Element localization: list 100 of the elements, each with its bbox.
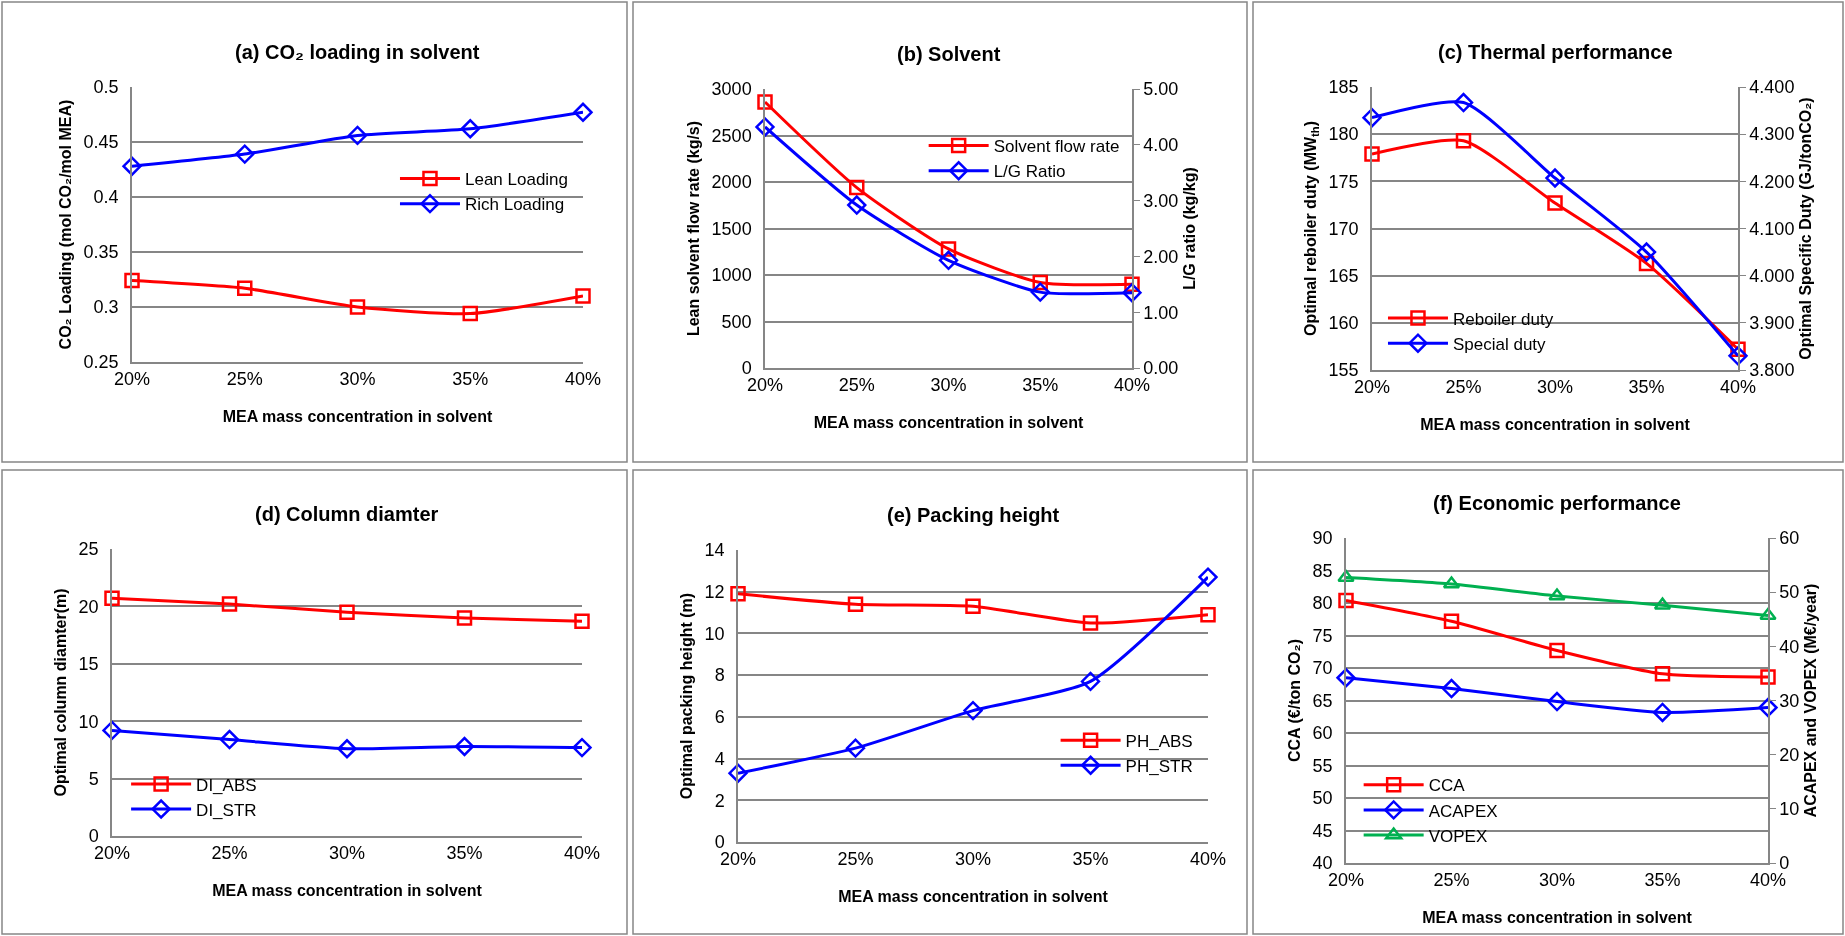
point	[1200, 606, 1216, 623]
y2-tick-label: 4.300	[1749, 124, 1795, 145]
y-tick-label: 15	[78, 654, 99, 675]
y-axis-title: Lean solvent flow rate (kg/s)	[685, 120, 702, 337]
point	[1760, 669, 1776, 685]
x-tick-label: 25%	[1445, 377, 1482, 398]
y-tick-label: 170	[1328, 218, 1359, 239]
y2-tick-label: 1.00	[1143, 302, 1179, 323]
point	[573, 102, 593, 122]
point	[728, 763, 748, 783]
point	[1443, 613, 1460, 629]
point	[1336, 668, 1356, 688]
point	[730, 586, 746, 602]
x-tick-label: 35%	[1022, 375, 1059, 396]
y2-tick-label: 4.00	[1143, 135, 1179, 156]
legend-label: L/G Ratio	[993, 162, 1066, 182]
legend-label: ACAPEX	[1428, 801, 1498, 821]
y-tick-label: 3000	[711, 79, 752, 100]
y-tick-label: 55	[1312, 755, 1333, 776]
point	[1547, 691, 1567, 712]
y-tick-label: 4	[714, 748, 725, 769]
point	[460, 119, 480, 139]
y2-axis-title: ACAPEX and VOPEX (M€/year)	[1801, 583, 1819, 818]
y-tick-label: 10	[78, 711, 99, 732]
point	[847, 195, 867, 215]
legend-label: PH_STR	[1125, 756, 1193, 776]
y2-tick-label: 4.100	[1749, 218, 1795, 239]
y-tick-label: 6	[714, 707, 725, 728]
x-tick-label: 30%	[930, 375, 967, 396]
point	[1548, 588, 1566, 601]
point	[221, 596, 238, 612]
point	[339, 604, 355, 620]
point	[1758, 697, 1778, 718]
x-tick-label: 30%	[954, 849, 992, 870]
y-tick-label: 5	[88, 768, 99, 789]
y2-axis-title: Optimal Specific Duty (GJ/tonCO₂)	[1796, 97, 1814, 360]
y-tick-label: 45	[1312, 820, 1333, 841]
y-tick-label: 1500	[711, 218, 752, 239]
point	[1122, 282, 1142, 303]
legend-label: DI_STR	[196, 800, 257, 820]
y2-tick-label: 3.900	[1749, 313, 1795, 334]
point	[1545, 168, 1565, 188]
point	[1441, 678, 1462, 699]
y2-tick-label: 4.200	[1749, 171, 1795, 192]
point	[1362, 107, 1382, 128]
point	[1453, 92, 1474, 113]
x-tick-label: 35%	[1072, 849, 1109, 870]
y-tick-label: 14	[704, 540, 725, 561]
point	[757, 94, 773, 110]
point	[1549, 642, 1565, 659]
y2-tick-label: 5.00	[1143, 79, 1179, 100]
y-tick-label: 2000	[711, 172, 752, 193]
point	[122, 156, 142, 176]
point	[1728, 346, 1748, 366]
point	[124, 272, 140, 289]
y-tick-label: 60	[1312, 723, 1333, 744]
legend-label: DI_ABS	[196, 775, 257, 795]
x-tick-label: 25%	[211, 843, 248, 864]
y-axis-title: Optimal column diamter(m)	[52, 588, 70, 797]
x-tick-label: 25%	[837, 849, 874, 870]
chart-title: (b) Solvent	[897, 43, 1001, 65]
y2-tick-label: 3.00	[1143, 190, 1179, 211]
y-tick-label: 500	[721, 311, 752, 332]
point	[1198, 567, 1218, 587]
x-tick-label: 30%	[1538, 870, 1576, 891]
legend-label: CCA	[1428, 776, 1466, 796]
legend-label: Solvent flow rate	[993, 137, 1120, 157]
y-tick-label: 2	[714, 790, 725, 811]
y2-tick-label: 60	[1779, 528, 1800, 549]
legend-label: PH_ABS	[1125, 731, 1193, 751]
y-tick-label: 50	[1312, 788, 1333, 809]
y-tick-label: 90	[1312, 528, 1333, 549]
y-tick-label: 0.5	[93, 77, 119, 98]
x-tick-label: 30%	[328, 843, 366, 864]
y-tick-label: 180	[1328, 124, 1359, 145]
x-tick-label: 30%	[339, 369, 376, 390]
chart-title: (e) Packing height	[887, 504, 1060, 526]
x-tick-label: 25%	[226, 369, 263, 390]
legend-label: Rich Loading	[464, 195, 565, 215]
y2-tick-label: 2.00	[1143, 246, 1179, 267]
point	[1759, 607, 1777, 620]
point	[1547, 195, 1563, 211]
point	[1338, 592, 1354, 609]
point	[1080, 671, 1101, 692]
x-tick-label: 25%	[1433, 870, 1470, 891]
point	[1030, 282, 1050, 302]
point	[1654, 666, 1671, 682]
legend-label: VOPEX	[1428, 826, 1488, 846]
y2-tick-label: 50	[1779, 582, 1800, 603]
point	[219, 729, 240, 750]
y-tick-label: 12	[704, 582, 725, 603]
point	[102, 720, 122, 741]
chart-title: (c) Thermal performance	[1438, 41, 1673, 63]
point	[755, 117, 775, 137]
y-axis-title: CO₂ Loading (mol CO₂/mol MEA)	[57, 99, 74, 350]
y2-tick-label: 30	[1779, 690, 1800, 711]
y2-tick-label: 20	[1779, 744, 1800, 765]
y-tick-label: 80	[1312, 593, 1333, 614]
y-tick-label: 75	[1312, 625, 1333, 646]
x-axis-title: MEA mass concentration in solvent	[813, 413, 1085, 431]
